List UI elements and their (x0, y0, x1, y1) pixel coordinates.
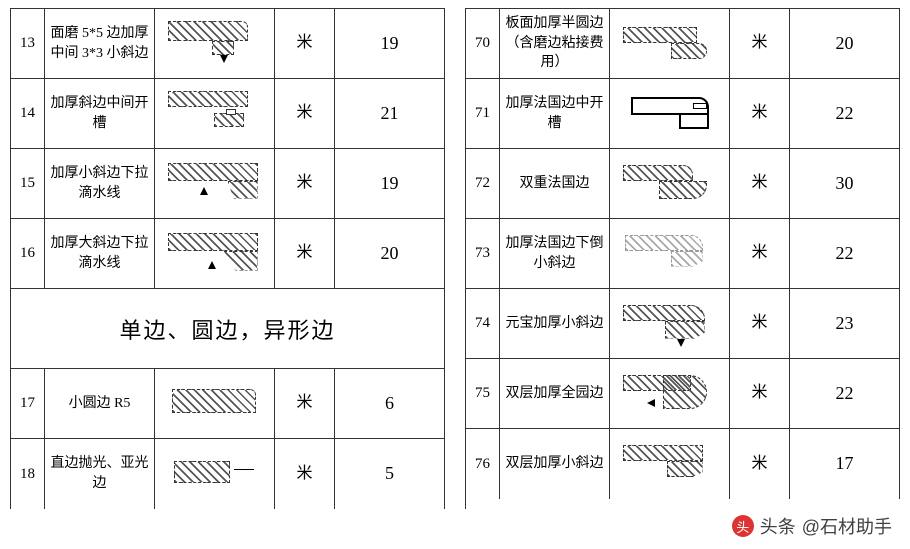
row-desc: 双层加厚全园边 (500, 359, 610, 428)
row-desc: 小圆边 R5 (45, 369, 155, 438)
row-price: 22 (790, 79, 900, 148)
row-index: 15 (11, 149, 45, 218)
row-profile (155, 219, 275, 288)
row-unit: 米 (730, 149, 790, 218)
row-price: 6 (335, 369, 445, 438)
table-row: 18 直边抛光、亚光边 米 5 (11, 439, 445, 509)
section-header: 单边、圆边，异形边 (11, 289, 445, 369)
row-desc: 加厚斜边中间开槽 (45, 79, 155, 148)
table-row: 72 双重法国边 米 30 (466, 149, 900, 219)
row-unit: 米 (275, 149, 335, 218)
row-unit: 米 (275, 369, 335, 438)
watermark: 头 头条 @石材助手 (732, 513, 892, 539)
row-unit: 米 (730, 79, 790, 148)
row-desc: 双层加厚小斜边 (500, 429, 610, 499)
section-header-text: 单边、圆边，异形边 (119, 313, 335, 345)
row-price: 23 (790, 289, 900, 358)
row-desc: 板面加厚半圆边（含磨边粘接费用） (500, 9, 610, 78)
row-index: 70 (466, 9, 500, 78)
watermark-user: @石材助手 (802, 513, 892, 539)
row-unit: 米 (730, 429, 790, 499)
watermark-icon: 头 (732, 515, 754, 537)
watermark-prefix: 头条 (760, 513, 796, 539)
table-row: 71 加厚法国边中开槽 米 22 (466, 79, 900, 149)
row-desc: 加厚法国边下倒小斜边 (500, 219, 610, 288)
row-desc: 加厚法国边中开槽 (500, 79, 610, 148)
row-profile (155, 439, 275, 509)
table-row: 14 加厚斜边中间开槽 米 21 (11, 79, 445, 149)
row-desc: 双重法国边 (500, 149, 610, 218)
row-profile (155, 149, 275, 218)
row-unit: 米 (275, 9, 335, 78)
row-unit: 米 (730, 9, 790, 78)
table-row: 75 双层加厚全园边 米 22 (466, 359, 900, 429)
row-unit: 米 (275, 439, 335, 509)
row-profile (610, 359, 730, 428)
row-index: 75 (466, 359, 500, 428)
row-price: 22 (790, 219, 900, 288)
row-unit: 米 (730, 219, 790, 288)
table-row: 74 元宝加厚小斜边 米 23 (466, 289, 900, 359)
row-desc: 元宝加厚小斜边 (500, 289, 610, 358)
table-right: 70 板面加厚半圆边（含磨边粘接费用） 米 20 71 加厚法国边中开槽 (465, 8, 900, 509)
row-desc: 加厚小斜边下拉滴水线 (45, 149, 155, 218)
row-price: 21 (335, 79, 445, 148)
row-profile (610, 289, 730, 358)
table-left: 13 面磨 5*5 边加厚中间 3*3 小斜边 米 19 14 加厚斜边中间开槽 (10, 8, 445, 509)
row-index: 74 (466, 289, 500, 358)
table-row: 76 双层加厚小斜边 米 17 (466, 429, 900, 499)
row-price: 30 (790, 149, 900, 218)
row-index: 16 (11, 219, 45, 288)
row-index: 76 (466, 429, 500, 499)
row-price: 5 (335, 439, 445, 509)
row-profile (610, 149, 730, 218)
row-index: 14 (11, 79, 45, 148)
row-profile (155, 79, 275, 148)
row-price: 22 (790, 359, 900, 428)
row-profile (155, 9, 275, 78)
row-profile (610, 219, 730, 288)
row-price: 20 (790, 9, 900, 78)
row-price: 20 (335, 219, 445, 288)
row-price: 19 (335, 149, 445, 218)
table-row: 73 加厚法国边下倒小斜边 米 22 (466, 219, 900, 289)
row-unit: 米 (730, 289, 790, 358)
row-desc: 直边抛光、亚光边 (45, 439, 155, 509)
table-row: 13 面磨 5*5 边加厚中间 3*3 小斜边 米 19 (11, 9, 445, 79)
row-profile (155, 369, 275, 438)
row-unit: 米 (730, 359, 790, 428)
table-row: 15 加厚小斜边下拉滴水线 米 19 (11, 149, 445, 219)
row-index: 73 (466, 219, 500, 288)
row-desc: 加厚大斜边下拉滴水线 (45, 219, 155, 288)
table-row: 17 小圆边 R5 米 6 (11, 369, 445, 439)
row-profile (610, 9, 730, 78)
row-unit: 米 (275, 219, 335, 288)
row-profile (610, 429, 730, 499)
row-index: 17 (11, 369, 45, 438)
row-price: 19 (335, 9, 445, 78)
row-index: 18 (11, 439, 45, 509)
row-desc: 面磨 5*5 边加厚中间 3*3 小斜边 (45, 9, 155, 78)
row-index: 72 (466, 149, 500, 218)
table-row: 70 板面加厚半圆边（含磨边粘接费用） 米 20 (466, 9, 900, 79)
row-index: 13 (11, 9, 45, 78)
row-index: 71 (466, 79, 500, 148)
table-row: 16 加厚大斜边下拉滴水线 米 20 (11, 219, 445, 289)
row-price: 17 (790, 429, 900, 499)
row-unit: 米 (275, 79, 335, 148)
row-profile (610, 79, 730, 148)
